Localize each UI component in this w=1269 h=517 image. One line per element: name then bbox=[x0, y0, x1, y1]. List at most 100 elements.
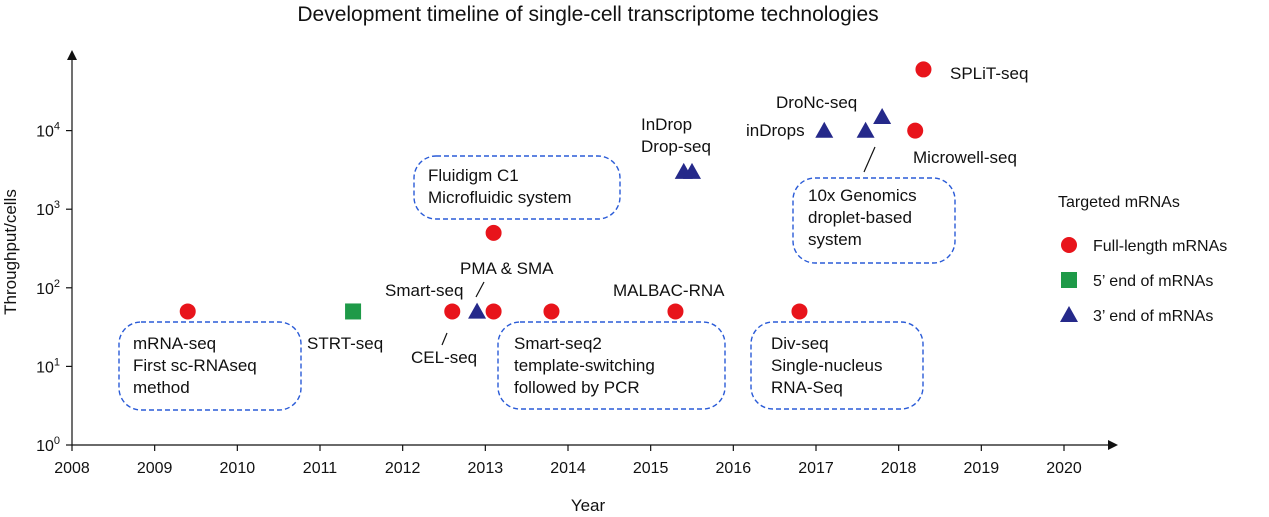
annotation-text: CEL-seq bbox=[411, 348, 477, 367]
x-tick-label: 2013 bbox=[468, 460, 504, 477]
annotation-text: Drop-seq bbox=[641, 137, 711, 156]
annotation-fluidigm: Fluidigm C1 Microfluidic system bbox=[413, 155, 621, 220]
annotation-text: First sc-RNAseq bbox=[133, 356, 257, 375]
x-tick-label: 2011 bbox=[303, 460, 338, 477]
point-full-length bbox=[485, 303, 502, 320]
annotation-box bbox=[118, 321, 302, 411]
x-tick-label: 2016 bbox=[716, 460, 752, 477]
annotation-text: system bbox=[808, 230, 862, 249]
annotation-text: Single-nucleus bbox=[771, 356, 883, 375]
y-tick-label: 102 bbox=[36, 278, 60, 298]
annotation-text: Fluidigm C1 bbox=[428, 166, 519, 185]
legend-item: Full-length mRNAs bbox=[1061, 237, 1227, 255]
annotation-strt-seq: STRT-seq bbox=[307, 334, 383, 353]
point-full-length bbox=[179, 303, 196, 320]
annotation-text: SPLiT-seq bbox=[950, 64, 1028, 83]
x-tick-label: 2012 bbox=[385, 460, 421, 477]
annotation-text: Smart-seq bbox=[385, 281, 463, 300]
annotation-box bbox=[497, 321, 726, 410]
legend-item: 3’ end of mRNAs bbox=[1060, 306, 1213, 325]
x-tick-label: 2018 bbox=[881, 460, 917, 477]
legend-marker-square bbox=[1061, 272, 1077, 288]
y-axis-ticks: 100 101 102 103 104 bbox=[36, 121, 72, 455]
point-3-prime bbox=[468, 302, 487, 319]
x-tick-label: 2015 bbox=[633, 460, 669, 477]
legend-label: 5’ end of mRNAs bbox=[1093, 273, 1213, 290]
annotation-dronc: DroNc-seq bbox=[776, 93, 857, 112]
data-points bbox=[179, 61, 932, 320]
annotation-smart-seq: Smart-seq bbox=[385, 281, 463, 300]
legend-title: Targeted mRNAs bbox=[1058, 194, 1180, 211]
point-full-length bbox=[667, 303, 684, 320]
legend-label: 3’ end of mRNAs bbox=[1093, 308, 1213, 325]
annotation-leader bbox=[475, 281, 485, 298]
x-tick-label: 2020 bbox=[1046, 460, 1082, 477]
annotation-text: Smart-seq2 bbox=[514, 334, 602, 353]
annotation-text: Microwell-seq bbox=[913, 148, 1017, 167]
annotation-indrop: InDrop Drop-seq bbox=[641, 115, 711, 156]
point-3-prime bbox=[873, 107, 892, 124]
annotation-text: 10x Genomics bbox=[808, 186, 917, 205]
legend-label: Full-length mRNAs bbox=[1093, 238, 1227, 255]
annotation-text: Microfluidic system bbox=[428, 188, 572, 207]
x-tick-label: 2019 bbox=[964, 460, 1000, 477]
annotation-tenx: 10x Genomics droplet-based system bbox=[792, 146, 956, 264]
legend: Targeted mRNAs Full-length mRNAs 5’ end of… bbox=[1058, 194, 1227, 325]
annotation-text: DroNc-seq bbox=[776, 93, 857, 112]
annotation-cel-seq: CEL-seq bbox=[411, 332, 477, 367]
x-tick-label: 2017 bbox=[798, 460, 834, 477]
annotation-text: droplet-based bbox=[808, 208, 912, 227]
annotation-text: template-switching bbox=[514, 356, 655, 375]
annotation-text: RNA-Seq bbox=[771, 378, 843, 397]
y-axis-label: Throughput/cells bbox=[1, 189, 20, 315]
annotations: mRNA-seq First sc-RNAseq method STRT-seq Sma… bbox=[118, 64, 1028, 411]
y-tick-label: 101 bbox=[36, 356, 60, 376]
legend-item: 5’ end of mRNAs bbox=[1061, 272, 1213, 290]
y-tick-label: 103 bbox=[36, 199, 60, 219]
annotation-box bbox=[750, 321, 924, 410]
annotation-malbac: MALBAC-RNA bbox=[613, 281, 725, 300]
annotation-text: followed by PCR bbox=[514, 378, 640, 397]
point-full-length bbox=[791, 303, 808, 320]
x-tick-label: 2014 bbox=[550, 460, 586, 477]
annotation-pma-sma: PMA & SMA bbox=[460, 259, 554, 298]
legend-marker-triangle bbox=[1060, 306, 1078, 322]
annotation-div-seq: Div-seq Single-nucleus RNA-Seq bbox=[750, 321, 924, 410]
point-3-prime bbox=[815, 121, 834, 138]
annotation-text: method bbox=[133, 378, 190, 397]
annotation-indrops: inDrops bbox=[746, 121, 805, 140]
point-full-length bbox=[485, 224, 502, 241]
annotation-text: MALBAC-RNA bbox=[613, 281, 725, 300]
annotation-split: SPLiT-seq bbox=[950, 64, 1028, 83]
x-axis-label: Year bbox=[571, 496, 606, 515]
annotation-leader bbox=[441, 332, 448, 346]
x-axis-ticks: 2008 2009 2010 2011 2012 2013 2014 2015 2016 2017… bbox=[54, 445, 1082, 477]
annotation-text: STRT-seq bbox=[307, 334, 383, 353]
point-3-prime bbox=[683, 162, 701, 179]
annotation-leader bbox=[863, 146, 876, 173]
annotation-smart-seq2: Smart-seq2 template-switching followed by … bbox=[497, 321, 726, 410]
x-tick-label: 2008 bbox=[54, 460, 90, 477]
y-tick-label: 104 bbox=[36, 121, 60, 141]
annotation-mrna-seq: mRNA-seq First sc-RNAseq method bbox=[118, 321, 302, 411]
annotation-text: Div-seq bbox=[771, 334, 829, 353]
chart-title: Development timeline of single-cell tran… bbox=[297, 3, 878, 26]
y-tick-label: 100 bbox=[36, 435, 60, 455]
annotation-text: inDrops bbox=[746, 121, 805, 140]
x-tick-label: 2010 bbox=[220, 460, 256, 477]
point-full-length bbox=[543, 303, 560, 320]
annotation-text: PMA & SMA bbox=[460, 259, 554, 278]
point-3-prime bbox=[856, 121, 875, 138]
point-full-length bbox=[915, 61, 932, 78]
annotation-text: mRNA-seq bbox=[133, 334, 216, 353]
point-full-length bbox=[907, 122, 924, 139]
annotation-text: InDrop bbox=[641, 115, 692, 134]
annotation-box bbox=[413, 155, 621, 220]
point-5-prime bbox=[345, 303, 362, 320]
point-full-length bbox=[444, 303, 461, 320]
x-tick-label: 2009 bbox=[137, 460, 173, 477]
legend-marker-circle bbox=[1061, 237, 1077, 253]
annotation-microwell: Microwell-seq bbox=[913, 148, 1017, 167]
annotation-box bbox=[792, 177, 956, 264]
